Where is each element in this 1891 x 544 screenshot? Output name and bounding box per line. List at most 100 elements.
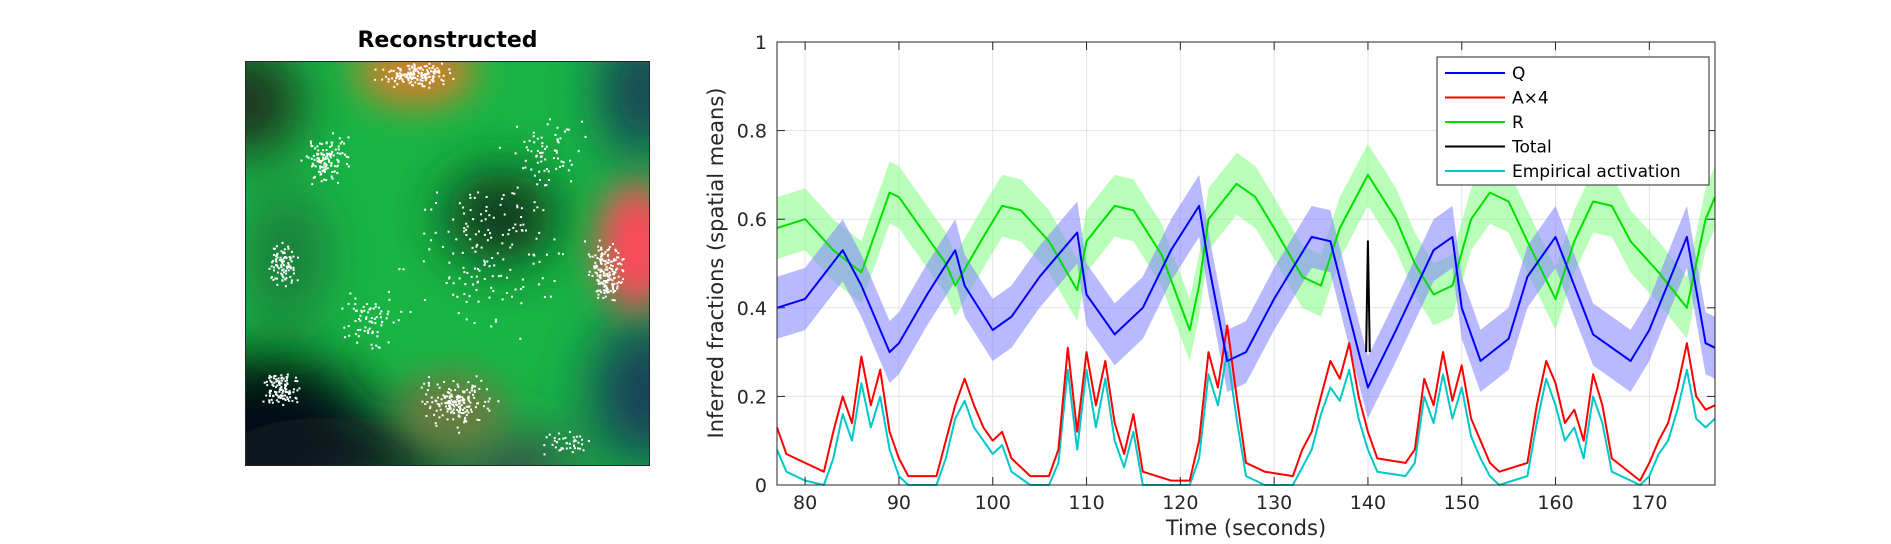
spike-dot xyxy=(456,398,459,401)
spike-dot xyxy=(312,164,315,167)
spike-dot xyxy=(269,392,272,395)
spike-dot xyxy=(457,410,460,413)
spike-dot xyxy=(505,292,508,294)
legend-label: Q xyxy=(1512,64,1525,84)
spike-dot xyxy=(321,153,324,156)
spike-dot xyxy=(432,70,435,73)
spike-dot xyxy=(511,192,514,195)
spike-dot xyxy=(287,247,290,250)
spike-dot xyxy=(492,290,495,292)
spike-dot xyxy=(425,78,428,81)
spike-dot xyxy=(285,379,288,382)
spike-dot xyxy=(573,445,576,447)
spike-dot xyxy=(494,318,497,321)
spike-dot xyxy=(354,297,357,300)
spike-dot xyxy=(587,439,590,442)
spike-dot xyxy=(276,394,279,397)
spike-dot xyxy=(284,399,287,401)
spike-dot xyxy=(477,191,480,194)
spike-dot xyxy=(316,145,319,148)
spike-dot xyxy=(275,264,277,266)
spike-dot xyxy=(319,142,321,145)
spike-dot xyxy=(286,391,289,394)
spike-dot xyxy=(323,171,326,173)
spike-dot xyxy=(285,272,288,275)
spike-dot xyxy=(281,241,284,244)
spike-dot xyxy=(600,291,603,294)
spike-dot xyxy=(613,258,616,260)
spike-dot xyxy=(502,194,505,197)
spike-dot xyxy=(341,152,344,155)
spike-dot xyxy=(407,71,410,74)
spike-dot xyxy=(424,79,427,82)
spike-dot xyxy=(595,266,598,269)
spike-dot xyxy=(269,379,272,382)
spike-dot xyxy=(457,394,460,397)
spike-dot xyxy=(609,278,612,281)
spike-dot xyxy=(371,347,374,350)
spike-dot xyxy=(445,405,447,408)
spike-dot xyxy=(285,269,287,272)
spike-dot xyxy=(522,223,525,226)
spike-dot xyxy=(330,141,333,144)
x-tick-label: 170 xyxy=(1631,492,1667,514)
spike-dot xyxy=(465,222,468,225)
spike-dot xyxy=(296,279,299,282)
spike-dot xyxy=(268,399,271,402)
spike-dot xyxy=(607,291,609,293)
spike-dot xyxy=(465,234,468,236)
spike-dot xyxy=(325,142,328,145)
spike-dot xyxy=(427,72,430,75)
spike-dot xyxy=(445,282,448,284)
spike-dot xyxy=(521,278,524,281)
spike-dot xyxy=(600,268,603,271)
spike-dot xyxy=(332,154,335,157)
spike-dot xyxy=(471,246,474,249)
x-axis-label: Time (seconds) xyxy=(1165,516,1326,540)
spike-dot xyxy=(291,399,294,402)
spike-dot xyxy=(397,319,400,322)
spike-dot xyxy=(600,248,603,251)
spike-dot xyxy=(478,230,480,233)
spike-dot xyxy=(448,68,451,71)
spike-dot xyxy=(598,239,601,242)
spike-dot xyxy=(282,257,285,260)
spike-dot xyxy=(610,268,613,270)
spike-dot xyxy=(326,167,329,170)
spike-dot xyxy=(454,400,457,403)
spike-dot xyxy=(339,142,342,145)
spike-dot xyxy=(455,238,458,241)
spike-dot xyxy=(465,318,468,321)
spike-dot xyxy=(475,245,478,248)
spike-dot xyxy=(469,209,472,212)
spike-dot xyxy=(524,159,527,162)
spike-dot xyxy=(271,401,274,404)
spike-dot xyxy=(271,276,273,278)
spike-dot xyxy=(450,393,453,396)
spike-dot xyxy=(469,238,472,241)
spike-dot xyxy=(611,265,614,267)
spike-dot xyxy=(360,311,363,314)
spike-dot xyxy=(386,313,389,316)
spike-dot xyxy=(428,384,430,387)
spike-dot xyxy=(416,75,419,77)
spike-dot xyxy=(602,259,605,262)
spike-dot xyxy=(427,71,429,74)
spike-dot xyxy=(420,76,423,79)
spike-dot xyxy=(281,269,284,272)
spike-dot xyxy=(300,159,303,162)
legend-label: Total xyxy=(1511,138,1552,158)
spike-dot xyxy=(324,168,327,171)
spike-dot xyxy=(371,332,374,335)
spike-dot xyxy=(402,74,405,77)
spike-dot xyxy=(281,261,284,263)
spike-dot xyxy=(378,306,380,309)
spike-dot xyxy=(289,396,292,399)
spike-dot xyxy=(314,165,317,168)
spike-dot xyxy=(617,275,620,278)
spike-dot xyxy=(391,77,394,80)
spike-dot xyxy=(451,395,454,398)
spike-dot xyxy=(555,149,558,152)
spike-dot xyxy=(320,160,323,162)
spike-dot xyxy=(597,249,600,252)
